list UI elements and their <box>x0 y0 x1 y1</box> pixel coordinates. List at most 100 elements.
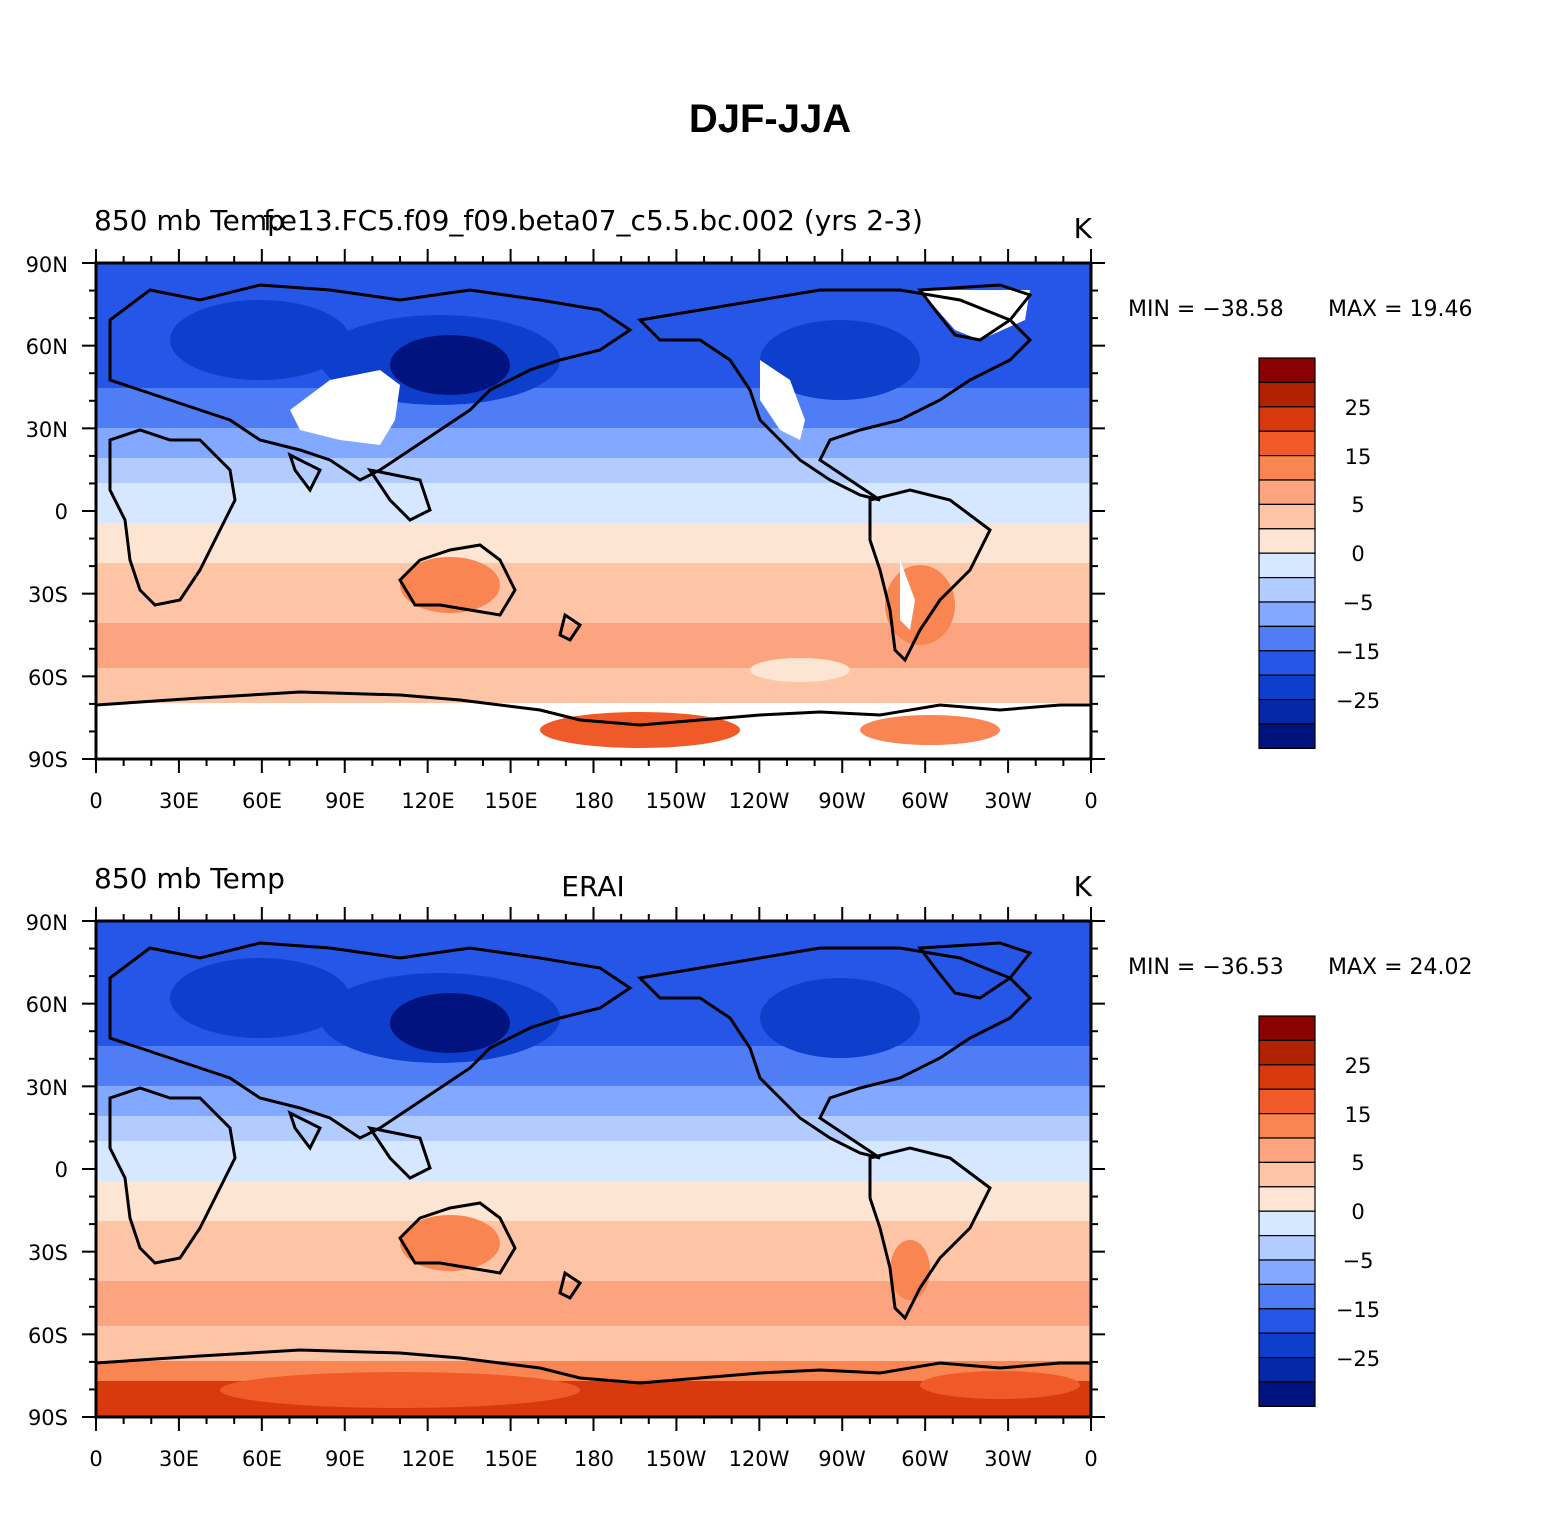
colorbar-label: −15 <box>1336 1298 1380 1322</box>
colorbar-swatch <box>1258 503 1316 530</box>
panel-model: 850 mb Temp f.e13.FC5.f09_f09.beta07_c5.… <box>26 204 1473 813</box>
colorbar-label: −25 <box>1336 1347 1380 1371</box>
panel-model-min: MIN = −38.58 <box>1128 297 1284 322</box>
colorbar-swatch <box>1258 1234 1316 1261</box>
x-tick-label: 60E <box>242 1447 282 1471</box>
colorbar-label: 5 <box>1351 1151 1364 1175</box>
colorbar-swatch <box>1258 1308 1316 1334</box>
colorbar-label: 0 <box>1351 542 1364 566</box>
x-tick-label: 30E <box>159 789 199 813</box>
colorbar-swatch <box>1258 723 1316 749</box>
x-tick-label: 150W <box>646 1447 707 1471</box>
colorbar-swatch <box>1258 1064 1316 1090</box>
x-tick-label: 120W <box>729 1447 790 1471</box>
colorbar-swatch <box>1258 381 1316 408</box>
colorbar-swatch <box>1258 1088 1316 1115</box>
colorbar-swatch <box>1258 650 1316 676</box>
x-tick-label: 0 <box>1084 789 1097 813</box>
x-tick-label: 60W <box>901 789 949 813</box>
panel-obs-max: MAX = 24.02 <box>1328 955 1473 980</box>
y-axis-ticks-obs: 90N 60N 30N 0 30S 60S 90S <box>26 911 68 1430</box>
x-tick-label: 90W <box>818 1447 866 1471</box>
colorbar-label: −5 <box>1343 591 1374 615</box>
panel-model-units-label: K <box>1074 212 1093 245</box>
map-field-obs <box>96 921 1091 1417</box>
figure-title: DJF-JJA <box>689 97 851 141</box>
colorbar-label: −5 <box>1343 1249 1374 1273</box>
colorbar-label: 15 <box>1345 445 1372 469</box>
colorbar-label: −15 <box>1336 640 1380 664</box>
y-tick-label: 30N <box>26 1076 68 1100</box>
x-tick-label: 30E <box>159 1447 199 1471</box>
map-field-model <box>96 263 1091 759</box>
y-tick-label: 90S <box>28 1406 68 1430</box>
panel-model-left-label: 850 mb Temp <box>94 204 285 237</box>
x-tick-label: 180 <box>574 789 614 813</box>
colorbar-swatch <box>1258 1210 1316 1237</box>
colorbar-swatch <box>1258 674 1316 701</box>
y-tick-label: 60N <box>26 335 68 359</box>
colorbar-swatch <box>1258 430 1316 457</box>
colorbar-swatch <box>1258 1161 1316 1188</box>
y-tick-label: 0 <box>55 500 68 524</box>
colorbar-labels-obs: 25 15 5 0 −5 −15 −25 <box>1336 1054 1380 1371</box>
colorbar-swatch <box>1258 406 1316 432</box>
colorbar-swatch <box>1258 698 1316 725</box>
coastlines-obs <box>96 941 1091 1385</box>
colorbar-label: 25 <box>1345 1054 1372 1078</box>
colorbar-swatch <box>1258 625 1316 652</box>
y-tick-label: 0 <box>55 1158 68 1182</box>
panel-obs-min: MIN = −36.53 <box>1128 955 1284 980</box>
y-tick-label: 30N <box>26 418 68 442</box>
x-tick-label: 0 <box>89 789 102 813</box>
colorbar-swatch <box>1258 601 1316 627</box>
y-tick-label: 30S <box>28 1241 68 1265</box>
y-tick-label: 60S <box>28 1324 68 1348</box>
tick-marks-model <box>82 249 1105 773</box>
x-tick-label: 60W <box>901 1447 949 1471</box>
x-tick-label: 150E <box>484 789 537 813</box>
x-tick-label: 90E <box>325 1447 365 1471</box>
colorbar-swatch <box>1258 1112 1316 1139</box>
colorbar-label: 5 <box>1351 493 1364 517</box>
tick-marks-obs <box>82 907 1105 1431</box>
x-tick-label: 30W <box>984 789 1032 813</box>
y-tick-label: 60N <box>26 993 68 1017</box>
colorbar-swatch <box>1258 455 1316 481</box>
panel-obs-units-label: K <box>1074 870 1093 903</box>
coastlines-model <box>96 283 1091 727</box>
colorbar-swatch <box>1258 1015 1316 1041</box>
x-tick-label: 0 <box>1084 1447 1097 1471</box>
y-tick-label: 90N <box>26 253 68 277</box>
colorbar-swatch <box>1258 1039 1316 1066</box>
colorbar-swatch <box>1258 1381 1316 1407</box>
x-tick-label: 0 <box>89 1447 102 1471</box>
colorbar-label: −25 <box>1336 689 1380 713</box>
panel-obs-center-label: ERAI <box>561 870 624 903</box>
colorbar-swatch <box>1258 552 1316 579</box>
panel-model-max: MAX = 19.46 <box>1328 297 1473 322</box>
x-tick-label: 60E <box>242 789 282 813</box>
x-tick-label: 30W <box>984 1447 1032 1471</box>
colorbar-swatch <box>1258 528 1316 554</box>
y-tick-label: 90N <box>26 911 68 935</box>
x-axis-ticks-obs: 0 30E 60E 90E 120E 150E 180 150W 120W 90… <box>89 1447 1097 1471</box>
x-tick-label: 180 <box>574 1447 614 1471</box>
colorbar-swatch <box>1258 357 1316 383</box>
colorbar-label: 15 <box>1345 1103 1372 1127</box>
colorbar-swatch <box>1258 1332 1316 1359</box>
panel-model-center-label: f.e13.FC5.f09_f09.beta07_c5.5.bc.002 (yr… <box>263 204 923 237</box>
x-tick-label: 150E <box>484 1447 537 1471</box>
x-tick-label: 90E <box>325 789 365 813</box>
y-axis-ticks-model: 90N 60N 30N 0 30S 60S 90S <box>26 253 68 772</box>
colorbar-swatch <box>1258 1356 1316 1383</box>
panel-obs-left-label: 850 mb Temp <box>94 862 285 895</box>
colorbar-model <box>1258 357 1316 749</box>
colorbar-swatch <box>1258 1283 1316 1310</box>
y-tick-label: 30S <box>28 583 68 607</box>
colorbar-swatch <box>1258 479 1316 505</box>
y-tick-label: 60S <box>28 666 68 690</box>
colorbar-swatch <box>1258 1259 1316 1285</box>
x-axis-ticks-model: 0 30E 60E 90E 120E 150E 180 150W 120W 90… <box>89 789 1097 813</box>
